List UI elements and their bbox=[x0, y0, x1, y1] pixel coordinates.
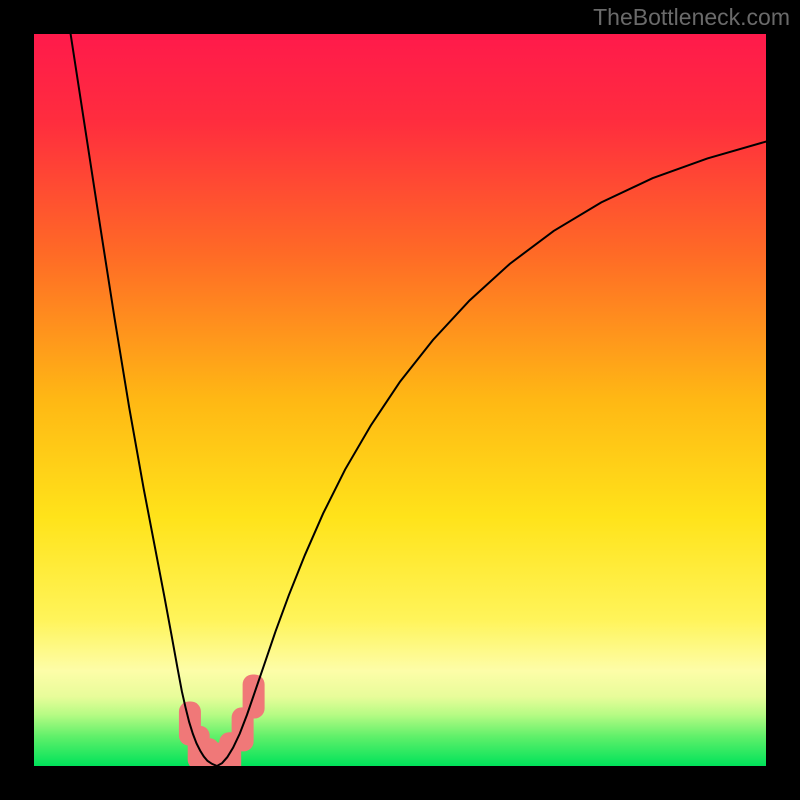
plot-area bbox=[34, 34, 766, 787]
plot-svg bbox=[0, 0, 800, 800]
gradient-background bbox=[34, 34, 766, 766]
outer-frame: TheBottleneck.com bbox=[0, 0, 800, 800]
watermark-text: TheBottleneck.com bbox=[593, 4, 790, 31]
